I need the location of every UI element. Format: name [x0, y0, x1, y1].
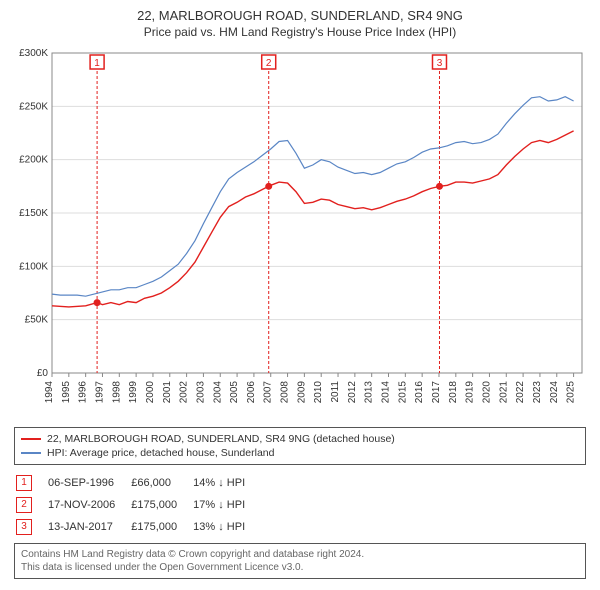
svg-text:2000: 2000	[145, 381, 156, 404]
svg-text:2008: 2008	[280, 381, 291, 404]
legend-item: HPI: Average price, detached house, Sund…	[21, 446, 579, 460]
svg-text:2015: 2015	[397, 381, 408, 404]
svg-text:£50K: £50K	[25, 315, 49, 326]
svg-text:1995: 1995	[61, 381, 72, 404]
marker-price: £175,000	[131, 495, 191, 515]
svg-text:2014: 2014	[381, 381, 392, 404]
legend-label: HPI: Average price, detached house, Sund…	[47, 447, 274, 459]
svg-text:2024: 2024	[549, 381, 560, 404]
marker-badge: 1	[16, 475, 32, 491]
svg-text:2001: 2001	[162, 381, 173, 404]
svg-text:2005: 2005	[229, 381, 240, 404]
svg-text:£250K: £250K	[19, 101, 48, 112]
svg-text:2021: 2021	[498, 381, 509, 404]
svg-text:£200K: £200K	[19, 155, 48, 166]
footer-line1: Contains HM Land Registry data © Crown c…	[21, 548, 579, 561]
marker-delta: 14% ↓ HPI	[193, 473, 259, 493]
marker-date: 06-SEP-1996	[48, 473, 129, 493]
svg-text:2009: 2009	[296, 381, 307, 404]
marker-price: £66,000	[131, 473, 191, 493]
marker-badge: 2	[16, 497, 32, 513]
legend-item: 22, MARLBOROUGH ROAD, SUNDERLAND, SR4 9N…	[21, 432, 579, 446]
marker-date: 13-JAN-2017	[48, 517, 129, 537]
svg-text:£100K: £100K	[19, 261, 48, 272]
svg-text:2022: 2022	[515, 381, 526, 404]
svg-text:2018: 2018	[448, 381, 459, 404]
svg-text:2002: 2002	[179, 381, 190, 404]
svg-text:2019: 2019	[465, 381, 476, 404]
title-block: 22, MARLBOROUGH ROAD, SUNDERLAND, SR4 9N…	[8, 8, 592, 39]
svg-text:2025: 2025	[566, 381, 577, 404]
svg-text:2: 2	[266, 58, 272, 69]
svg-text:2006: 2006	[246, 381, 257, 404]
marker-row: 1 06-SEP-1996£66,00014% ↓ HPI	[16, 473, 259, 493]
marker-table: 1 06-SEP-1996£66,00014% ↓ HPI 2 17-NOV-2006…	[14, 471, 261, 539]
marker-delta: 13% ↓ HPI	[193, 517, 259, 537]
legend-label: 22, MARLBOROUGH ROAD, SUNDERLAND, SR4 9N…	[47, 433, 395, 445]
marker-price: £175,000	[131, 517, 191, 537]
svg-text:3: 3	[437, 58, 443, 69]
svg-text:2023: 2023	[532, 381, 543, 404]
legend: 22, MARLBOROUGH ROAD, SUNDERLAND, SR4 9N…	[14, 427, 586, 465]
legend-swatch	[21, 438, 41, 440]
svg-text:2010: 2010	[313, 381, 324, 404]
svg-text:1996: 1996	[78, 381, 89, 404]
svg-text:2003: 2003	[195, 381, 206, 404]
svg-text:2011: 2011	[330, 381, 341, 403]
svg-text:1994: 1994	[44, 381, 55, 404]
title-subtitle: Price paid vs. HM Land Registry's House …	[8, 25, 592, 39]
title-address: 22, MARLBOROUGH ROAD, SUNDERLAND, SR4 9N…	[8, 8, 592, 23]
marker-delta: 17% ↓ HPI	[193, 495, 259, 515]
marker-date: 17-NOV-2006	[48, 495, 129, 515]
marker-badge: 3	[16, 519, 32, 535]
svg-text:2013: 2013	[364, 381, 375, 404]
svg-text:1999: 1999	[128, 381, 139, 404]
marker-row: 2 17-NOV-2006£175,00017% ↓ HPI	[16, 495, 259, 515]
svg-text:2007: 2007	[263, 381, 274, 404]
svg-text:2004: 2004	[212, 381, 223, 404]
svg-text:£0: £0	[37, 368, 49, 379]
svg-text:£300K: £300K	[19, 48, 48, 59]
attribution-footer: Contains HM Land Registry data © Crown c…	[14, 543, 586, 579]
svg-text:2012: 2012	[347, 381, 358, 404]
chart: £0 £50K £100K £150K £200K £250K £300K 1994 1995 1…	[8, 43, 592, 423]
svg-text:£150K: £150K	[19, 208, 48, 219]
svg-text:1998: 1998	[111, 381, 122, 404]
legend-swatch	[21, 452, 41, 454]
marker-row: 3 13-JAN-2017£175,00013% ↓ HPI	[16, 517, 259, 537]
svg-text:2020: 2020	[481, 381, 492, 404]
svg-text:2017: 2017	[431, 381, 442, 404]
footer-line2: This data is licensed under the Open Gov…	[21, 561, 579, 574]
svg-text:1: 1	[94, 58, 100, 69]
svg-text:1997: 1997	[94, 381, 105, 404]
svg-text:2016: 2016	[414, 381, 425, 404]
